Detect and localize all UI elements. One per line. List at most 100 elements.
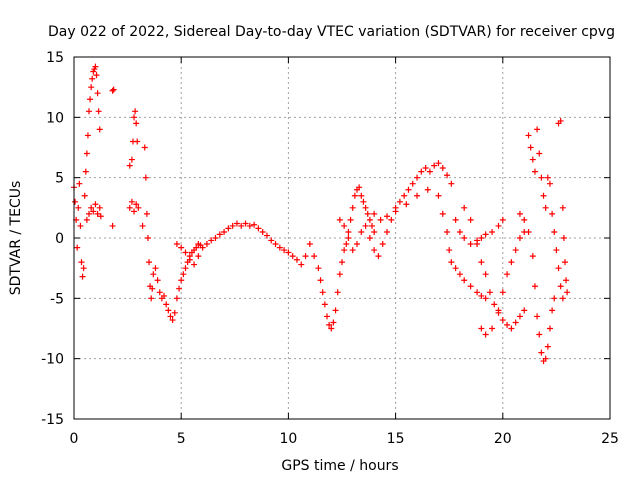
data-point [82,168,89,175]
data-point [467,216,474,223]
data-point [208,237,215,244]
data-point [182,265,189,272]
data-point [461,235,468,241]
data-point [93,72,100,79]
data-point [467,283,474,290]
data-point [128,198,135,205]
data-point [178,244,185,251]
data-point [88,204,95,211]
data-point [315,265,322,272]
data-point [255,225,262,232]
data-point [499,317,506,324]
data-point [542,204,549,211]
data-point [161,292,168,299]
data-point [516,235,523,241]
data-point [546,180,553,187]
data-point [321,301,328,308]
data-point [149,285,156,292]
data-point [452,265,459,272]
data-point [94,90,101,97]
chart-title: Day 022 of 2022, Sidereal Day-to-day VTE… [48,24,615,40]
x-tick-label: 25 [601,431,619,447]
data-point [371,247,378,254]
data-point [326,321,333,328]
x-axis-title: GPS time / hours [281,458,398,474]
data-point [178,277,185,284]
data-point [461,204,468,211]
data-point [152,265,159,272]
x-tick-label: 10 [279,431,297,447]
data-point [74,244,81,251]
data-point [96,126,103,133]
data-point [242,220,249,227]
x-tick-label: 5 [177,431,186,447]
data-point [92,63,99,70]
y-tick-label: 5 [55,171,64,187]
data-point [478,259,485,266]
data-point [369,222,376,229]
grid-layer [74,57,610,419]
data-point [551,295,558,302]
data-point [171,309,178,316]
data-point [134,138,141,145]
data-point [225,225,232,232]
data-point [351,192,358,199]
data-point [516,313,523,320]
data-point [364,210,371,217]
data-point [95,108,102,115]
data-point [482,231,489,238]
data-point [109,87,116,94]
data-point [516,210,523,217]
data-point [553,247,560,254]
y-tick-label: 10 [46,110,64,126]
data-point [482,271,489,278]
data-point [212,235,219,241]
data-point [78,259,85,266]
data-point [96,204,103,211]
data-point [89,75,96,82]
data-point [478,292,485,299]
data-point [150,271,157,278]
data-point [538,174,545,181]
data-point [317,277,324,284]
data-point [544,174,551,181]
data-point [557,283,564,290]
data-point [499,216,506,223]
data-point [339,259,345,266]
data-point [512,319,519,326]
data-point [534,313,541,320]
data-point [495,307,502,314]
data-point [199,244,206,251]
data-point [446,247,453,254]
tick-layer: 0 5 10 15 20 25 -15 -10 -5 0 5 10 15 [41,50,619,447]
data-point [358,192,365,199]
data-point [557,117,564,124]
data-point [298,261,305,268]
data-point [489,325,496,332]
data-point [349,204,356,211]
data-point [356,184,363,191]
data-point [489,228,496,235]
data-point [354,241,361,248]
data-point [467,241,474,248]
data-point [81,192,88,199]
data-point [456,228,463,235]
data-point [343,241,350,248]
data-point [126,204,133,211]
data-point [482,295,489,302]
data-point [146,259,153,266]
data-point [94,210,101,217]
data-point [167,313,174,320]
data-point [426,168,433,175]
data-point [563,277,570,284]
data-point [559,204,566,211]
data-point [88,84,95,91]
data-point [259,228,266,235]
data-point [289,253,296,260]
data-point [444,172,451,179]
data-point [478,325,485,332]
data-point [418,168,425,175]
data-point [285,249,292,256]
data-point [80,265,87,272]
data-point [83,216,90,223]
